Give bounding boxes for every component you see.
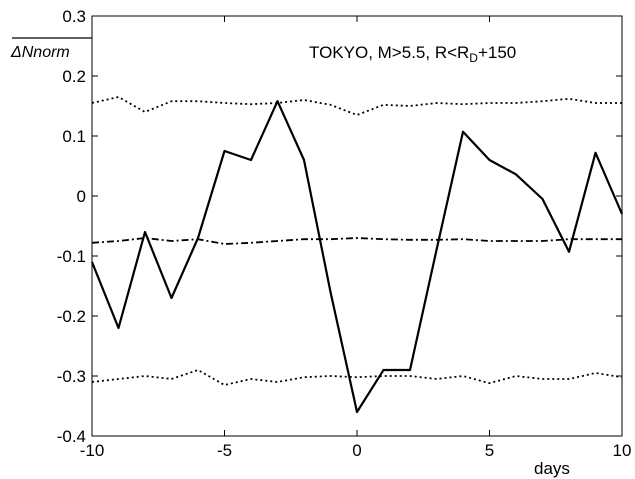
series-line-dotted-1 bbox=[91, 96, 622, 116]
annotation-suffix: +150 bbox=[478, 43, 516, 62]
x-tick-labels: -10 -5 0 5 10 bbox=[80, 441, 632, 460]
chart-annotation: TOKYO, M>5.5, R<RD+150 bbox=[309, 43, 516, 65]
series-line-solid-0 bbox=[90, 100, 624, 414]
y-tick-label: -0.4 bbox=[57, 427, 86, 446]
y-tick-label: 0.3 bbox=[62, 7, 86, 26]
y-tick-label: 0 bbox=[77, 187, 86, 206]
y-tick-label: -0.3 bbox=[57, 367, 86, 386]
annotation-subscript: D bbox=[469, 51, 478, 65]
annotation-prefix: TOKYO, M>5.5, R<R bbox=[309, 43, 469, 62]
y-tick-label: 0.2 bbox=[62, 67, 86, 86]
x-tick-label: -5 bbox=[217, 441, 232, 460]
y-tick-label: 0.1 bbox=[62, 127, 86, 146]
series-lines bbox=[90, 96, 624, 414]
plot-area bbox=[91, 15, 623, 437]
y-tick-label: -0.1 bbox=[57, 247, 86, 266]
y-axis-label: ΔNnorm bbox=[10, 44, 70, 61]
series-line-dashdot-2 bbox=[91, 237, 622, 245]
x-tick-label: 5 bbox=[485, 441, 494, 460]
x-tick-label: 0 bbox=[352, 441, 361, 460]
x-tick-label: 10 bbox=[613, 441, 632, 460]
tick-marks bbox=[91, 15, 623, 437]
series-line-dotted-3 bbox=[91, 369, 623, 386]
y-tick-label: -0.2 bbox=[57, 307, 86, 326]
y-tick-labels: 0.3 0.2 0.1 0 -0.1 -0.2 -0.3 -0.4 bbox=[57, 7, 86, 446]
x-tick-label: -10 bbox=[80, 441, 105, 460]
x-axis-label: days bbox=[534, 459, 570, 478]
